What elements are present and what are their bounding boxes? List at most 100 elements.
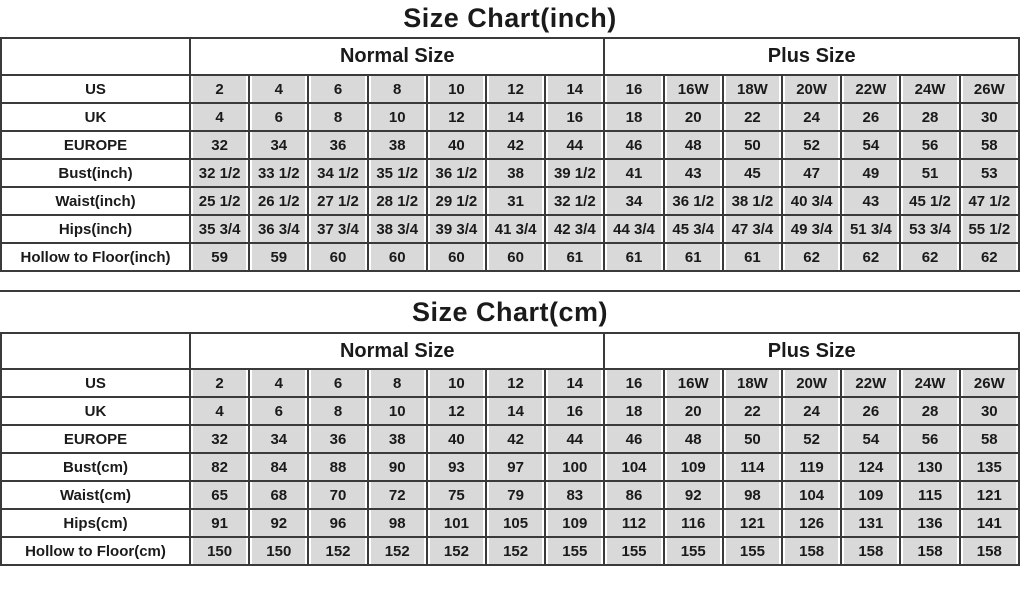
- size-cell: 101: [425, 509, 487, 537]
- size-cell: 34: [248, 131, 309, 159]
- size-cell: 40: [425, 425, 487, 453]
- size-cell: 109: [544, 509, 605, 537]
- size-cell: 61: [544, 243, 605, 271]
- size-cell: 35 1/2: [366, 159, 427, 187]
- size-cell: 41: [603, 159, 664, 187]
- size-cell: 55 1/2: [958, 215, 1019, 243]
- size-cell: 10: [425, 369, 487, 397]
- size-cell: 6: [248, 103, 309, 131]
- normal-size-header: Normal Size: [188, 38, 605, 75]
- size-cell: 90: [366, 453, 427, 481]
- size-cell: 114: [721, 453, 783, 481]
- size-cell: 16: [603, 369, 664, 397]
- size-cell: 97: [485, 453, 546, 481]
- size-cell: 34 1/2: [307, 159, 368, 187]
- size-chart-cm-table: Normal Size Plus Size US 2 4 6 8 10 12 14 16 16W 18W…: [0, 332, 1020, 566]
- table-row: US 2 4 6 8 10 12 14 16 16W 18W 20W 22W 24W 26W: [1, 369, 1019, 397]
- size-cell: 61: [603, 243, 664, 271]
- size-cell: 26 1/2: [248, 187, 309, 215]
- size-cell: 58: [958, 131, 1019, 159]
- size-cell: 6: [307, 369, 368, 397]
- size-cell: 6: [248, 397, 309, 425]
- size-cell: 8: [307, 397, 368, 425]
- size-cell: 130: [899, 453, 960, 481]
- size-cell: 52: [781, 131, 842, 159]
- size-cell: 112: [603, 509, 664, 537]
- size-cell: 32: [188, 425, 250, 453]
- size-chart-page: Size Chart(inch) Normal Size Plus Size US 2…: [0, 3, 1020, 566]
- size-cell: 158: [840, 537, 901, 565]
- size-cell: 68: [248, 481, 309, 509]
- size-cell: 92: [662, 481, 723, 509]
- size-cell: 26W: [958, 75, 1019, 103]
- size-cell: 10: [425, 75, 487, 103]
- size-cell: 158: [899, 537, 960, 565]
- size-cell: 14: [544, 369, 605, 397]
- size-cell: 60: [307, 243, 368, 271]
- size-cell: 16: [544, 397, 605, 425]
- size-cell: 155: [603, 537, 664, 565]
- size-cell: 158: [781, 537, 842, 565]
- size-cell: 43: [840, 187, 901, 215]
- size-cell: 124: [840, 453, 901, 481]
- size-cell: 49 3/4: [781, 215, 842, 243]
- table-row: EUROPE 32 34 36 38 40 42 44 46 48 50 52 54 56 58: [1, 425, 1019, 453]
- size-cell: 22W: [840, 369, 901, 397]
- corner-cell: [1, 333, 190, 369]
- size-cell: 24: [781, 397, 842, 425]
- size-cell: 20: [662, 103, 723, 131]
- size-cell: 54: [840, 131, 901, 159]
- size-cell: 4: [188, 103, 250, 131]
- size-cell: 93: [425, 453, 487, 481]
- size-cell: 31: [485, 187, 546, 215]
- size-cell: 62: [781, 243, 842, 271]
- size-cell: 56: [899, 425, 960, 453]
- size-cell: 62: [958, 243, 1019, 271]
- size-cell: 72: [366, 481, 427, 509]
- size-cell: 91: [188, 509, 250, 537]
- size-cell: 47 1/2: [958, 187, 1019, 215]
- size-cell: 44: [544, 425, 605, 453]
- normal-size-header: Normal Size: [188, 333, 605, 369]
- row-label: EUROPE: [1, 131, 190, 159]
- size-cell: 46: [603, 131, 664, 159]
- size-cell: 38: [485, 159, 546, 187]
- size-cell: 38 3/4: [366, 215, 427, 243]
- size-cell: 50: [721, 131, 783, 159]
- size-cell: 25 1/2: [188, 187, 250, 215]
- size-cell: 52: [781, 425, 842, 453]
- size-cell: 38: [366, 425, 427, 453]
- size-cell: 40 3/4: [781, 187, 842, 215]
- size-cell: 44 3/4: [603, 215, 664, 243]
- size-cell: 18W: [721, 75, 783, 103]
- size-cell: 32 1/2: [188, 159, 250, 187]
- size-cell: 109: [840, 481, 901, 509]
- size-cell: 36: [307, 131, 368, 159]
- size-cell: 51: [899, 159, 960, 187]
- row-label: Waist(cm): [1, 481, 190, 509]
- size-cell: 59: [188, 243, 250, 271]
- size-cell: 47 3/4: [721, 215, 783, 243]
- size-cell: 30: [958, 397, 1019, 425]
- size-cell: 2: [188, 75, 250, 103]
- size-cell: 40: [425, 131, 487, 159]
- size-cell: 126: [781, 509, 842, 537]
- size-cell: 60: [485, 243, 546, 271]
- size-cell: 121: [721, 509, 783, 537]
- size-cell: 48: [662, 131, 723, 159]
- size-cell: 104: [603, 453, 664, 481]
- size-cell: 39 1/2: [544, 159, 605, 187]
- table-row: EUROPE 32 34 36 38 40 42 44 46 48 50 52 54 56 58: [1, 131, 1019, 159]
- size-cell: 24W: [899, 75, 960, 103]
- size-cell: 34: [603, 187, 664, 215]
- size-cell: 61: [721, 243, 783, 271]
- size-cell: 33 1/2: [248, 159, 309, 187]
- row-label: US: [1, 75, 190, 103]
- size-cell: 136: [899, 509, 960, 537]
- size-cell: 16W: [662, 75, 723, 103]
- size-cell: 20: [662, 397, 723, 425]
- size-cell: 92: [248, 509, 309, 537]
- row-label: UK: [1, 103, 190, 131]
- size-cell: 75: [425, 481, 487, 509]
- size-cell: 109: [662, 453, 723, 481]
